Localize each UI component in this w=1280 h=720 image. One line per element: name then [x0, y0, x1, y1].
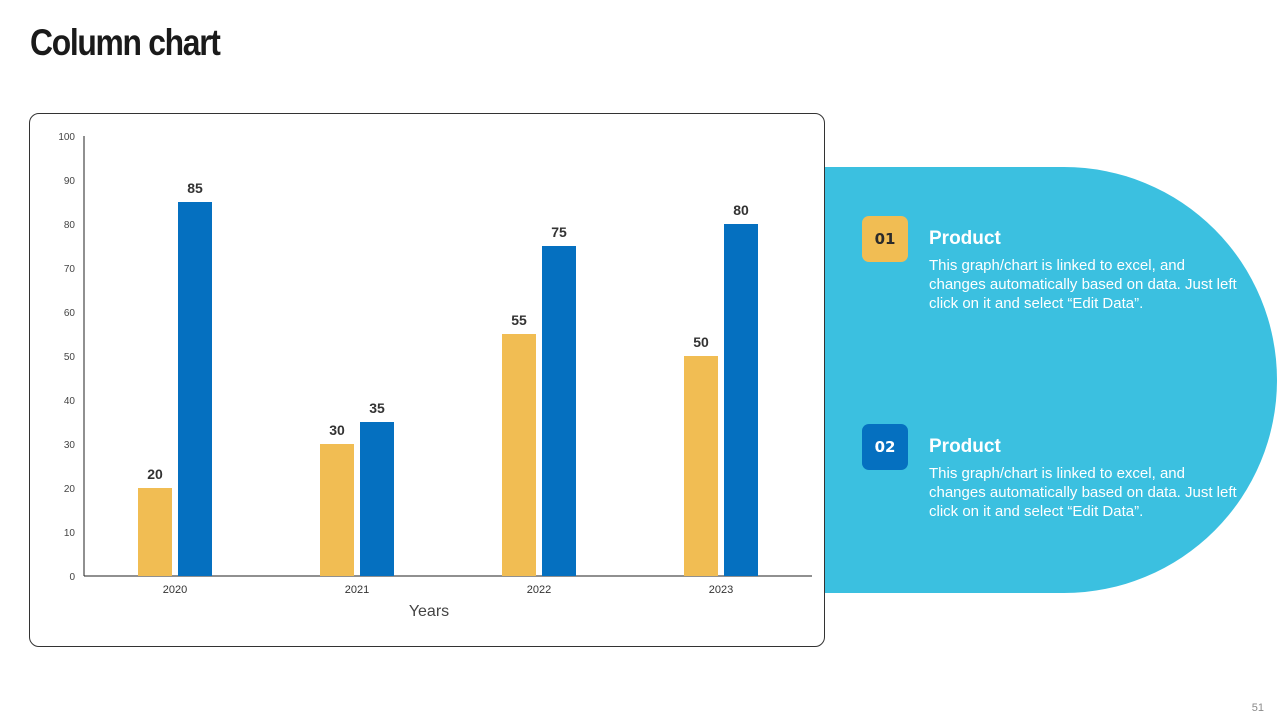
- legend-badge-2: 02: [862, 424, 908, 470]
- legend-badge-1: 01: [862, 216, 908, 262]
- legend-desc-2: This graph/chart is linked to excel, and…: [929, 465, 1237, 520]
- x-tick-label: 2022: [527, 584, 551, 596]
- bar-2021-series-1: [320, 444, 354, 576]
- legend-title-2: Product: [929, 436, 1001, 457]
- y-tick-label: 80: [64, 220, 76, 231]
- chart-card[interactable]: 0 10 20 30 40 50 60 70 80 90 100 2020 20 85 2021 30 35 20…: [29, 113, 825, 647]
- bar-2023-series-2: [724, 224, 758, 576]
- y-tick-label: 40: [64, 396, 76, 407]
- legend-item-1: 01 Product This graph/chart is linked to…: [862, 216, 1242, 316]
- x-tick-label: 2020: [163, 584, 187, 596]
- legend-desc-1: This graph/chart is linked to excel, and…: [929, 257, 1237, 312]
- y-tick-label: 0: [69, 572, 75, 583]
- bar-2022-series-2: [542, 246, 576, 576]
- page-title: Column chart: [30, 22, 221, 63]
- bar-2021-series-2: [360, 422, 394, 576]
- x-tick-label: 2023: [709, 584, 733, 596]
- data-label: 55: [511, 312, 527, 328]
- data-label: 80: [733, 202, 749, 218]
- y-tick-label: 70: [64, 264, 76, 275]
- page-number: 51: [1251, 702, 1264, 714]
- y-tick-label: 20: [64, 484, 76, 495]
- column-chart[interactable]: 0102030405060708090100202020852021303520…: [30, 114, 826, 648]
- legend-title-1: Product: [929, 228, 1001, 249]
- data-label: 35: [369, 400, 385, 416]
- y-tick-label: 60: [64, 308, 76, 319]
- x-tick-label: 2021: [345, 584, 369, 596]
- data-label: 50: [693, 334, 709, 350]
- legend-item-2: 02 Product This graph/chart is linked to…: [862, 424, 1242, 524]
- y-tick-label: 30: [64, 440, 76, 451]
- data-label: 20: [147, 466, 163, 482]
- data-label: 30: [329, 422, 345, 438]
- bar-2020-series-1: [138, 488, 172, 576]
- bar-2023-series-1: [684, 356, 718, 576]
- bar-2020-series-2: [178, 202, 212, 576]
- data-label: 75: [551, 224, 567, 240]
- y-tick-label: 90: [64, 176, 76, 187]
- data-label: 85: [187, 180, 203, 196]
- y-tick-label: 10: [64, 528, 76, 539]
- y-tick-label: 100: [58, 132, 75, 143]
- bar-2022-series-1: [502, 334, 536, 576]
- y-tick-label: 50: [64, 352, 76, 363]
- x-axis-title: Years: [409, 603, 449, 620]
